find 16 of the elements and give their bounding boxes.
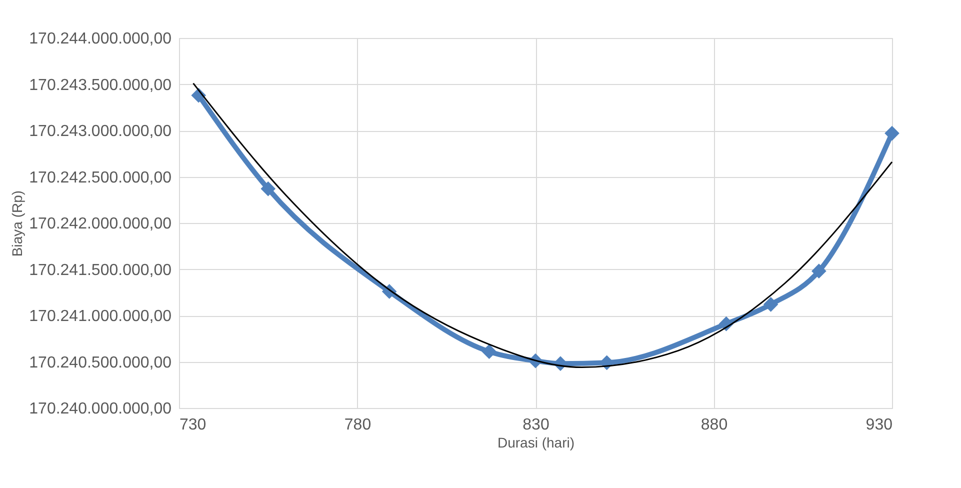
x-tick-label: 730: [180, 416, 206, 434]
y-tick-label: 170.242.500.000,00: [29, 169, 172, 186]
y-tick-label: 170.243.000.000,00: [29, 123, 172, 140]
x-tick-label: 830: [522, 416, 550, 434]
y-tick-label: 170.244.000.000,00: [29, 30, 172, 48]
x-tick-label: 780: [344, 416, 372, 434]
x-tick-label: 880: [700, 416, 728, 434]
y-tick-label: 170.243.500.000,00: [29, 76, 172, 94]
x-axis-title: Durasi (hari): [497, 434, 575, 450]
x-tick-label: 930: [866, 416, 893, 434]
y-tick-label: 170.241.000.000,00: [29, 308, 172, 325]
y-tick-label: 170.242.000.000,00: [29, 216, 172, 232]
y-tick-label: 170.240.500.000,00: [29, 354, 172, 372]
y-axis-title: Biaya (Rp): [9, 190, 26, 257]
y-tick-label: 170.241.500.000,00: [29, 262, 172, 279]
y-tick-label: 170.240.000.000,00: [29, 400, 172, 418]
